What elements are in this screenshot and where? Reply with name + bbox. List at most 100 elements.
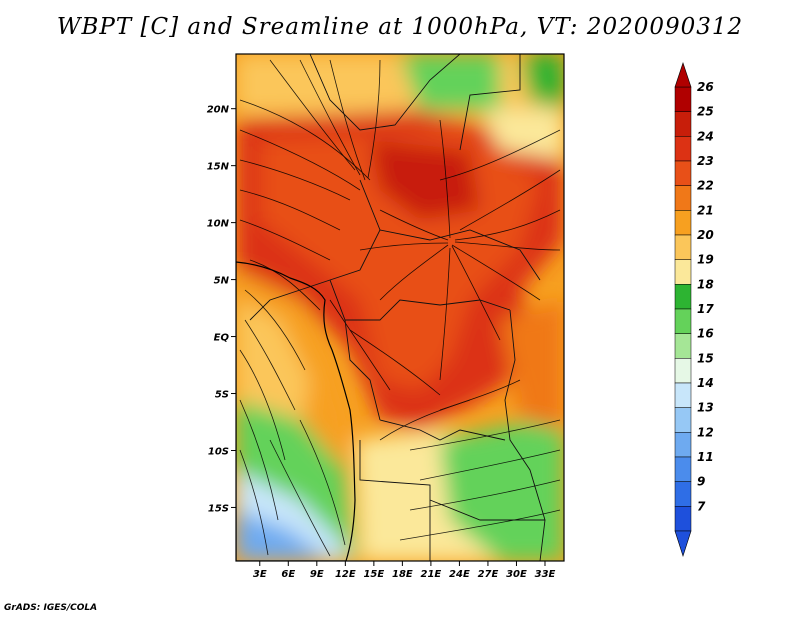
map-frame bbox=[235, 53, 565, 562]
colorbar-label: 11 bbox=[697, 450, 714, 464]
y-tick-label: 10S bbox=[208, 446, 229, 457]
y-tick-label: EQ bbox=[214, 333, 230, 344]
field-max bbox=[370, 140, 480, 220]
y-tick-label: 5S bbox=[215, 390, 229, 401]
streamline bbox=[239, 129, 361, 191]
wbpt-field bbox=[236, 54, 564, 561]
streamlines bbox=[239, 59, 561, 557]
field-north-green bbox=[400, 54, 500, 110]
colorbar-segment bbox=[674, 160, 692, 186]
streamline bbox=[439, 247, 451, 381]
colorbar: 26 25 24 23 22 21 20 19 18 17 16 15 14 13 12 11 9 7 bbox=[674, 62, 714, 557]
colorbar-segment bbox=[674, 407, 692, 433]
colorbar-label: 26 bbox=[697, 80, 714, 94]
x-tick-label: 18E bbox=[392, 569, 413, 580]
colorbar-label: 16 bbox=[697, 327, 714, 341]
colorbar-label: 18 bbox=[697, 277, 714, 291]
streamline bbox=[409, 419, 561, 451]
country-borders bbox=[249, 54, 546, 561]
streamline bbox=[454, 209, 561, 241]
streamline bbox=[269, 439, 331, 557]
streamline bbox=[244, 319, 296, 411]
field-northeast-green bbox=[520, 54, 564, 110]
colorbar-label: 24 bbox=[697, 129, 714, 143]
streamline bbox=[244, 289, 306, 371]
colorbar-segment bbox=[674, 333, 692, 359]
field-north bbox=[236, 54, 564, 114]
field-southeast-green bbox=[440, 420, 564, 561]
streamline bbox=[439, 119, 451, 239]
field-west-yellow bbox=[236, 300, 310, 430]
streamline bbox=[379, 209, 449, 241]
colorbar-label: 19 bbox=[697, 253, 714, 267]
colorbar-segment bbox=[674, 136, 692, 162]
colorbar-label: 21 bbox=[697, 203, 714, 217]
streamline bbox=[329, 59, 366, 181]
colorbar-label: 9 bbox=[697, 475, 705, 489]
streamline bbox=[239, 189, 341, 231]
colorbar-label: 13 bbox=[697, 401, 714, 415]
colorbar-segment bbox=[674, 284, 692, 310]
streamline bbox=[249, 259, 321, 311]
x-tick-label: 3E bbox=[253, 569, 267, 580]
colorbar-segment bbox=[674, 259, 692, 285]
y-tick-label: 15N bbox=[207, 162, 230, 173]
border bbox=[379, 229, 541, 281]
colorbar-segment bbox=[674, 358, 692, 384]
streamline bbox=[439, 379, 521, 411]
streamline bbox=[451, 244, 541, 301]
streamline bbox=[454, 241, 561, 251]
colorbar-label: 20 bbox=[697, 228, 714, 242]
y-tick-label: 5N bbox=[214, 276, 230, 287]
streamline bbox=[239, 449, 269, 556]
colorbar-label: 14 bbox=[697, 376, 714, 390]
colorbar-segment bbox=[674, 111, 692, 137]
x-tick-label: 30E bbox=[506, 569, 527, 580]
colorbar-label: 17 bbox=[697, 302, 714, 316]
border bbox=[344, 319, 381, 421]
colorbar-segment bbox=[674, 86, 692, 112]
colorbar-label: 23 bbox=[697, 154, 714, 168]
border bbox=[459, 54, 521, 151]
streamline bbox=[439, 129, 561, 181]
streamline bbox=[367, 59, 381, 179]
streamline bbox=[329, 299, 391, 391]
streamline bbox=[359, 242, 449, 251]
coastline bbox=[236, 261, 356, 561]
x-tick-label: 21E bbox=[421, 569, 442, 580]
colorbar-label: 12 bbox=[697, 425, 714, 439]
colorbar-segment bbox=[674, 185, 692, 211]
colorbar-segment bbox=[674, 481, 692, 507]
y-tick-label: 10N bbox=[207, 219, 230, 230]
x-axis: 3E 6E 9E 12E 15E 18E 21E 24E 27E 30E 33E bbox=[253, 561, 556, 580]
streamline bbox=[451, 245, 501, 341]
streamline bbox=[239, 219, 331, 261]
x-tick-label: 6E bbox=[281, 569, 295, 580]
colorbar-label: 7 bbox=[697, 499, 706, 513]
border bbox=[309, 54, 461, 131]
colorbar-segment bbox=[674, 456, 692, 482]
footer-credit: GrADS: IGES/COLA bbox=[4, 603, 98, 613]
streamline bbox=[379, 244, 449, 301]
colorbar-segment bbox=[674, 308, 692, 334]
x-tick-label: 9E bbox=[310, 569, 324, 580]
colorbar-segment bbox=[674, 210, 692, 236]
colorbar-label: 25 bbox=[697, 105, 714, 119]
streamline bbox=[349, 329, 441, 396]
x-tick-label: 27E bbox=[478, 569, 499, 580]
colorbar-segment bbox=[674, 506, 692, 532]
border bbox=[359, 440, 431, 561]
streamline bbox=[399, 509, 561, 541]
colorbar-segment bbox=[674, 432, 692, 458]
colorbar-label: 15 bbox=[697, 351, 714, 365]
colorbar-segment bbox=[674, 234, 692, 260]
x-tick-label: 12E bbox=[335, 569, 356, 580]
colorbar-segment bbox=[674, 382, 692, 408]
field-northeast-yellow bbox=[480, 110, 564, 160]
streamline bbox=[239, 349, 286, 461]
streamline bbox=[459, 169, 561, 231]
border bbox=[329, 179, 381, 281]
x-tick-label: 15E bbox=[363, 569, 384, 580]
map-area bbox=[236, 54, 564, 561]
